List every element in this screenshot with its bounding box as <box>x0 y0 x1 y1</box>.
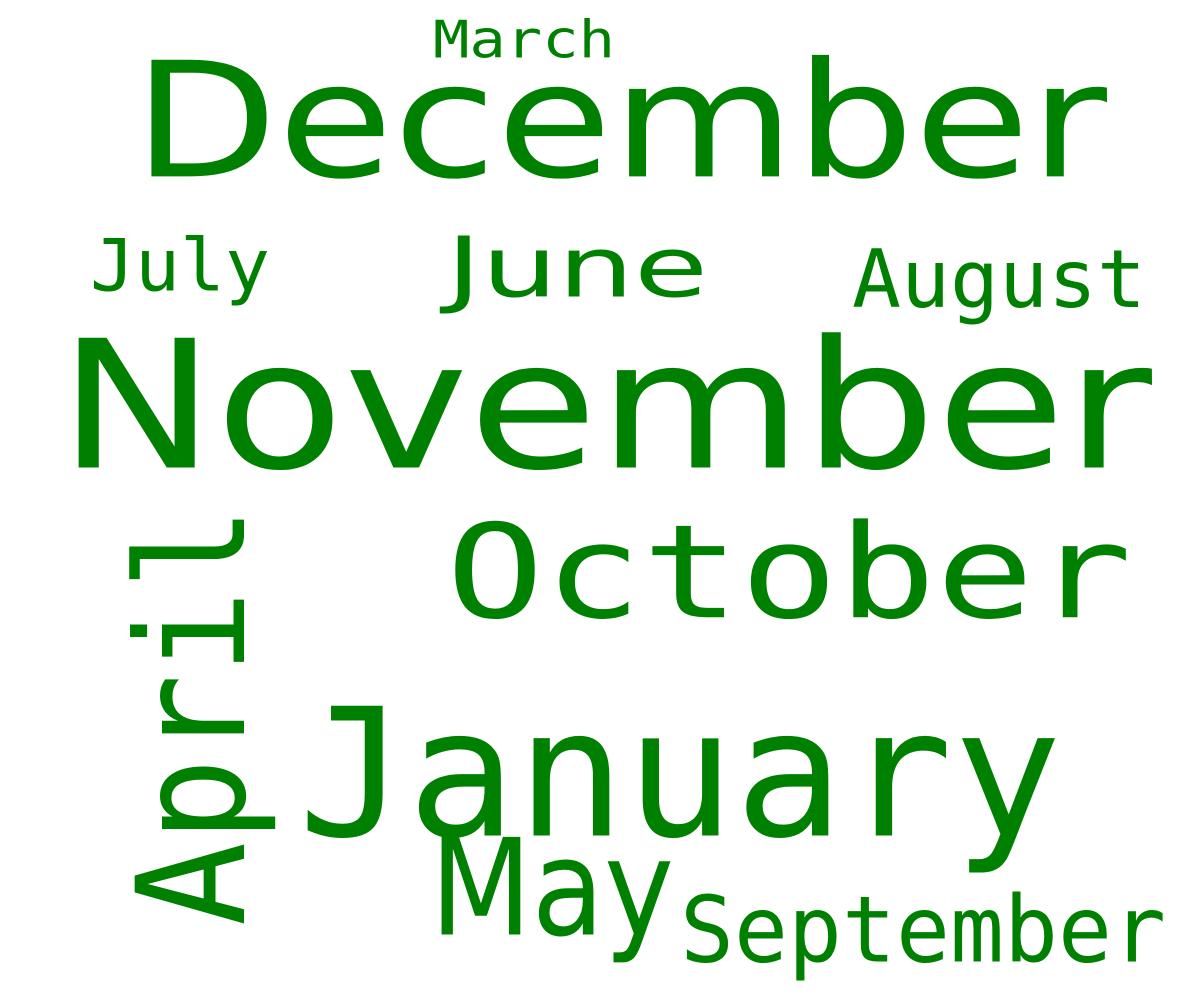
word-november: November <box>58 301 1152 511</box>
word-july: July <box>90 223 270 308</box>
word-april: April <box>104 506 281 926</box>
word-march: March <box>433 9 615 71</box>
word-may: May <box>430 809 674 967</box>
word-december: December <box>133 27 1107 215</box>
word-january: January <box>298 669 1062 879</box>
word-september: September <box>680 875 1166 984</box>
word-august: August <box>852 232 1146 327</box>
word-june: June <box>446 218 708 317</box>
word-october: October <box>446 496 1132 649</box>
